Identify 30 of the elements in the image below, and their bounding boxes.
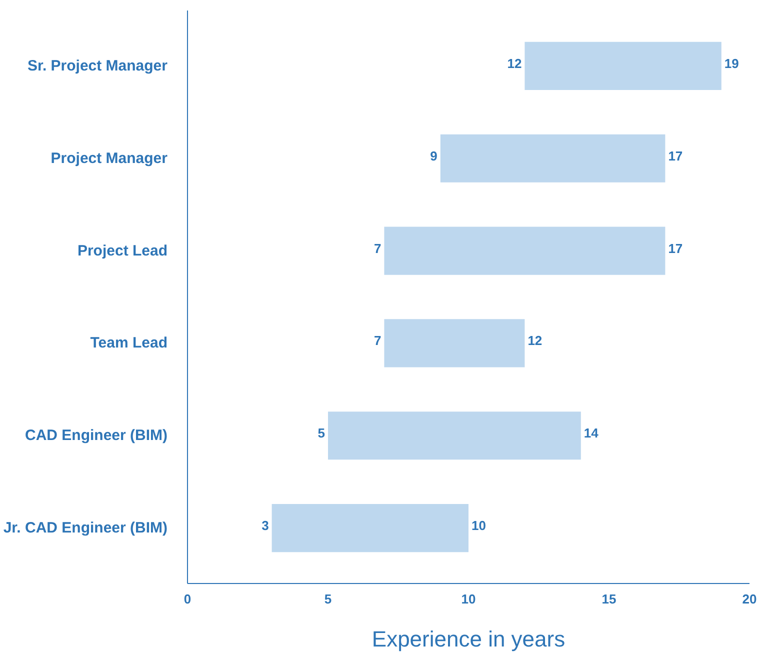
x-tick-label: 5 bbox=[324, 592, 332, 606]
annotation: 12 bbox=[528, 333, 542, 348]
y-tick-label: Project Manager bbox=[50, 150, 168, 167]
bar bbox=[524, 42, 722, 90]
annotation: 19 bbox=[724, 56, 739, 71]
x-tick-label: 10 bbox=[461, 592, 476, 606]
y-tick-label: CAD Engineer (BIM) bbox=[25, 427, 168, 444]
annotation: 17 bbox=[668, 240, 683, 256]
annotation: 9 bbox=[430, 148, 438, 164]
annotation: 12 bbox=[507, 56, 522, 71]
x-tick-label: 20 bbox=[742, 592, 757, 606]
y-tick-label: Sr. Project Manager bbox=[27, 57, 168, 74]
bar bbox=[328, 412, 581, 460]
x-tick-label: 15 bbox=[602, 592, 616, 606]
annotation: 7 bbox=[374, 333, 382, 348]
y-tick-label: Jr. CAD Engineer (BIM) bbox=[3, 520, 168, 537]
bar bbox=[272, 504, 468, 552]
bar bbox=[384, 319, 525, 368]
annotation: 14 bbox=[584, 426, 600, 441]
bar bbox=[440, 134, 666, 182]
y-tick-label: Project Lead bbox=[77, 242, 168, 260]
annotation: 17 bbox=[668, 148, 683, 164]
annotation: 3 bbox=[262, 518, 269, 534]
bar bbox=[384, 226, 666, 275]
y-tick-label: Team Lead bbox=[90, 334, 168, 352]
x-tick-label: 0 bbox=[184, 592, 192, 606]
annotation: 5 bbox=[318, 426, 326, 441]
x-axis-title: Experience in years bbox=[372, 626, 566, 652]
annotation: 7 bbox=[374, 240, 382, 256]
annotation: 10 bbox=[472, 518, 486, 534]
